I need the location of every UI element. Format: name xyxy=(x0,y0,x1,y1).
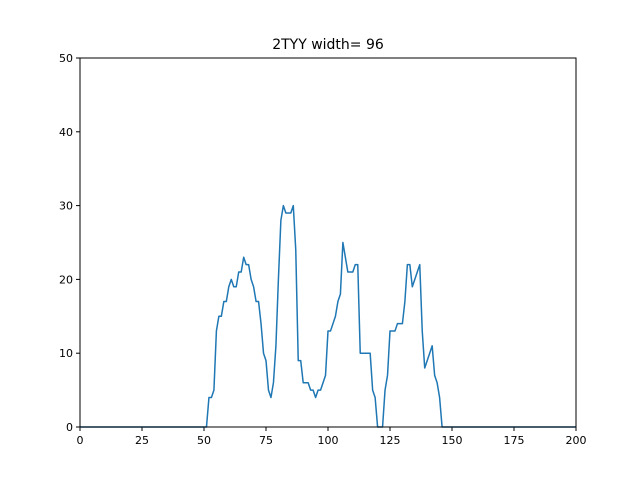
series-line xyxy=(80,204,576,428)
x-tick-label: 200 xyxy=(566,434,587,447)
y-tick-label: 0 xyxy=(66,421,73,434)
x-tick-label: 0 xyxy=(77,434,84,447)
x-tick-label: 75 xyxy=(259,434,273,447)
y-tick-label: 40 xyxy=(59,126,73,139)
series-layer xyxy=(80,204,576,428)
y-tick-label: 10 xyxy=(59,347,73,360)
x-tick-label: 175 xyxy=(504,434,525,447)
x-tick-label: 125 xyxy=(380,434,401,447)
x-tick-label: 100 xyxy=(318,434,339,447)
x-tick-label: 150 xyxy=(442,434,463,447)
axis-ticks: 0 25 50 75 100 125 150 175 200 0 10 20 30 40 50 xyxy=(59,52,587,447)
y-tick-label: 50 xyxy=(59,52,73,65)
chart-title: 2TYY width= 96 xyxy=(272,37,384,53)
plot-frame xyxy=(79,57,577,428)
x-tick-label: 50 xyxy=(197,434,211,447)
y-tick-label: 20 xyxy=(59,273,73,286)
x-tick-label: 25 xyxy=(135,434,149,447)
y-tick-label: 30 xyxy=(59,200,73,213)
